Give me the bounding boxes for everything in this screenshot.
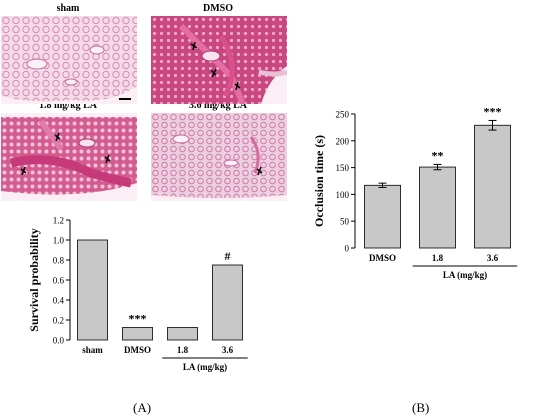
occlusion-bar (419, 166, 456, 249)
survival-category-label: 3.6 (222, 345, 234, 355)
occlusion-bar (364, 184, 401, 249)
micrograph-label-dmso: DMSO (203, 3, 233, 14)
panel-label-b: (B) (412, 400, 430, 415)
survival-y-tick-label: 0.8 (53, 256, 65, 266)
survival-bar (122, 327, 153, 341)
survival-y-tick-label: 0.4 (53, 296, 65, 306)
occlusion-y-tick-label: 0 (345, 244, 350, 254)
survival-y-tick-label: 0.6 (53, 276, 65, 286)
survival-y-axis-label: Survival probability (27, 228, 41, 331)
micrograph-label-la-1-8: 1.8 mg/kg LA (38, 100, 98, 111)
occlusion-category-label: DMSO (369, 253, 396, 263)
occlusion-group-label: LA (mg/kg) (443, 270, 487, 280)
micrograph-la-1-8 (1, 113, 137, 201)
occlusion-y-axis-label: Occlusion time (s) (312, 135, 326, 227)
survival-group-label: LA (mg/kg) (183, 362, 227, 372)
survival-category-label: DMSO (124, 345, 151, 355)
survival-y-tick-label: 1.2 (53, 216, 64, 226)
occlusion-bar (474, 124, 511, 249)
panel-label-a: (A) (133, 400, 152, 415)
survival-y-tick-label: 0.2 (53, 316, 64, 326)
micrograph-sham (1, 16, 137, 104)
occlusion-y-tick-label: 200 (336, 136, 350, 146)
survival-y-tick-label: 1.0 (53, 236, 65, 246)
survival-chart: 0.0 0.2 0.4 0.6 0.8 1.0 1.2 Survival probabilit… (27, 216, 248, 372)
micrograph-label-la-3-6: 3.6 mg/kg LA (188, 100, 248, 111)
survival-significance: *** (129, 312, 147, 326)
survival-bar (167, 327, 198, 341)
survival-category-label: 1.8 (177, 345, 189, 355)
occlusion-y-tick-label: 250 (336, 110, 350, 120)
occlusion-category-label: 1.8 (432, 253, 444, 263)
occlusion-chart: 0 50 100 150 200 250 Occlusion time (s) DMSO ** 1… (312, 104, 518, 280)
survival-bar (212, 264, 243, 341)
occlusion-significance: *** (484, 104, 502, 118)
micrograph-label-sham: sham (56, 3, 80, 14)
occlusion-significance: ** (432, 148, 444, 162)
micrograph-dmso (151, 16, 287, 104)
micrograph-la-3-6 (151, 113, 287, 201)
survival-category-label: sham (82, 345, 103, 355)
survival-y-tick-label: 0.0 (53, 336, 65, 346)
survival-significance: # (225, 249, 231, 263)
occlusion-y-tick-label: 100 (336, 190, 350, 200)
occlusion-y-tick-label: 150 (336, 163, 350, 173)
survival-bar (77, 239, 108, 341)
occlusion-y-tick-label: 50 (340, 217, 350, 227)
occlusion-category-label: 3.6 (487, 253, 499, 263)
